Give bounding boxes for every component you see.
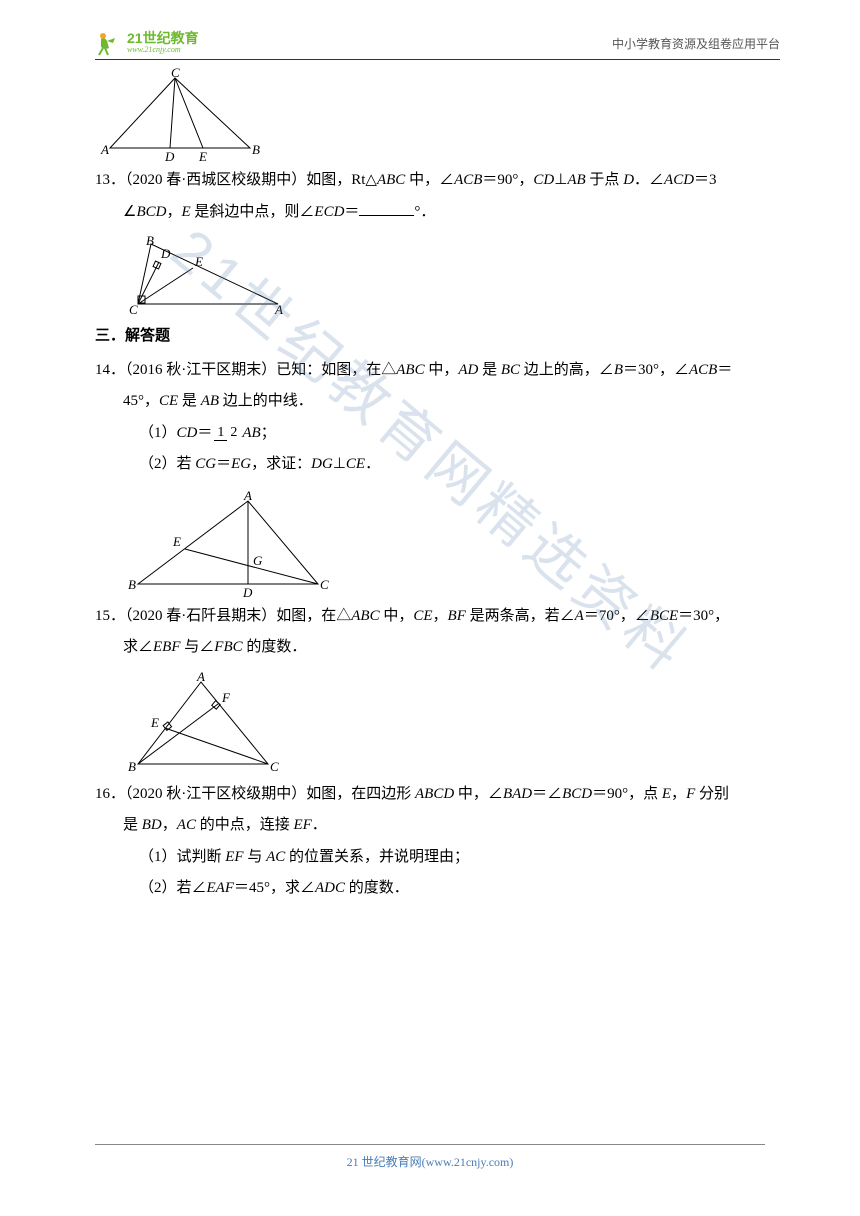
svg-text:C: C xyxy=(320,577,329,592)
problem-14-sub2: （2）若 CG＝EG，求证：DG⊥CE． xyxy=(95,449,780,481)
svg-text:E: E xyxy=(172,534,181,549)
fraction-half: 12 xyxy=(214,425,240,440)
problem-15: 15．（2020 春·石阡县期末）如图，在△ABC 中，CE，BF 是两条高，若… xyxy=(95,601,780,664)
svg-text:G: G xyxy=(253,553,263,568)
svg-text:E: E xyxy=(198,149,207,163)
svg-text:E: E xyxy=(194,254,203,269)
problem-14-line2: 45°，CE 是 AB 边上的中线． xyxy=(95,386,780,418)
problem-15-line2: 求∠EBF 与∠FBC 的度数． xyxy=(95,632,780,664)
svg-text:C: C xyxy=(270,759,279,774)
svg-text:B: B xyxy=(252,142,260,157)
svg-text:B: B xyxy=(128,577,136,592)
problem-16: 16．（2020 秋·江干区校级期中）如图，在四边形 ABCD 中，∠BAD＝∠… xyxy=(95,779,780,905)
problem-13: 13．（2020 春·西城区校级期中）如图，Rt△ABC 中，∠ACB＝90°，… xyxy=(95,165,780,228)
problem-14: 14．（2016 秋·江干区期末）已知：如图，在△ABC 中，AD 是 BC 边… xyxy=(95,355,780,481)
problem-16-sub1: （1）试判断 EF 与 AC 的位置关系，并说明理由； xyxy=(95,842,780,874)
svg-text:F: F xyxy=(221,690,231,705)
svg-text:E: E xyxy=(150,715,159,730)
logo-icon xyxy=(95,30,123,56)
diagram-13: A B C D E xyxy=(95,236,780,316)
svg-text:C: C xyxy=(171,68,180,80)
page: 21世纪教育 www.21cnjy.com 中小学教育资源及组卷应用平台 21世… xyxy=(0,0,860,905)
page-header: 21世纪教育 www.21cnjy.com 中小学教育资源及组卷应用平台 xyxy=(95,30,780,60)
svg-text:A: A xyxy=(243,489,252,503)
logo: 21世纪教育 www.21cnjy.com xyxy=(95,30,199,56)
problem-13-line2: ∠BCD，E 是斜边中点，则∠ECD＝°． xyxy=(95,197,780,229)
svg-text:A: A xyxy=(274,302,283,316)
logo-title: 21世纪教育 xyxy=(127,31,199,45)
logo-url: www.21cnjy.com xyxy=(127,45,199,55)
problem-16-sub2: （2）若∠EAF＝45°，求∠ADC 的度数． xyxy=(95,873,780,905)
diagram-15: A B C E F xyxy=(95,672,780,777)
content: A B C D E 13．（2020 春·西城区校级期中）如图，Rt△ABC 中… xyxy=(95,68,780,905)
problem-14-sub1: （1）CD＝12AB； xyxy=(95,418,780,450)
svg-text:A: A xyxy=(196,672,205,684)
page-footer: 21 世纪教育网(www.21cnjy.com) xyxy=(95,1144,765,1174)
svg-text:D: D xyxy=(160,246,171,261)
diagram-14: A B C D E G xyxy=(95,489,780,599)
svg-text:C: C xyxy=(129,302,138,316)
problem-16-line2: 是 BD，AC 的中点，连接 EF． xyxy=(95,810,780,842)
blank-13[interactable] xyxy=(359,199,414,216)
diagram-12: A B C D E xyxy=(95,68,780,163)
svg-text:D: D xyxy=(164,149,175,163)
logo-text: 21世纪教育 www.21cnjy.com xyxy=(127,31,199,55)
svg-text:A: A xyxy=(100,142,109,157)
section-3-title: 三．解答题 xyxy=(95,322,780,351)
header-right-text: 中小学教育资源及组卷应用平台 xyxy=(612,33,780,56)
svg-text:D: D xyxy=(242,585,253,599)
svg-text:B: B xyxy=(146,236,154,248)
svg-text:B: B xyxy=(128,759,136,774)
